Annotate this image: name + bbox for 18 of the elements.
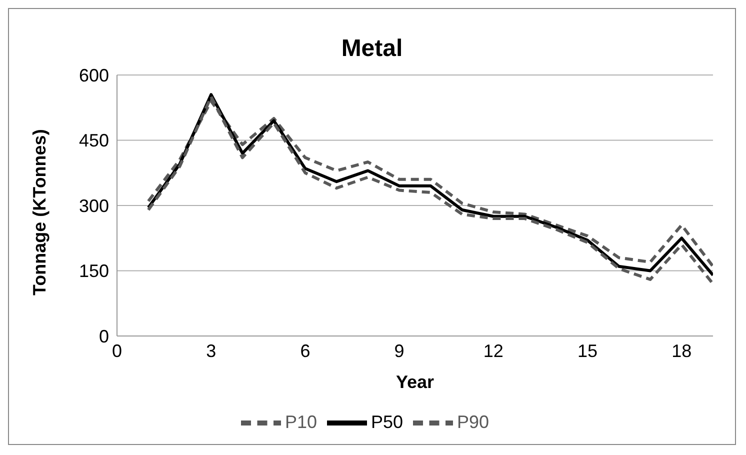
- legend-label: P90: [457, 412, 490, 432]
- y-tick-label: 0: [98, 326, 109, 346]
- y-tick-label: 600: [78, 65, 109, 86]
- legend-label: P10: [284, 412, 317, 432]
- legend-label: P50: [370, 412, 404, 432]
- x-tick-label: 12: [483, 340, 504, 361]
- x-tick-label: 0: [112, 340, 122, 361]
- y-axis-title: Tonnage (KTonnes): [29, 129, 50, 296]
- y-tick-label: 150: [78, 261, 109, 282]
- x-axis-title: Year: [396, 372, 434, 392]
- x-tick-label: 9: [394, 340, 404, 361]
- x-tick-label: 15: [578, 340, 598, 361]
- x-tick-label: 6: [300, 340, 310, 361]
- y-tick-label: 450: [78, 130, 109, 151]
- x-tick-label: 3: [206, 340, 216, 361]
- chart-title: Metal: [340, 34, 404, 64]
- x-tick-label: 18: [672, 340, 692, 361]
- y-tick-label: 300: [78, 196, 109, 216]
